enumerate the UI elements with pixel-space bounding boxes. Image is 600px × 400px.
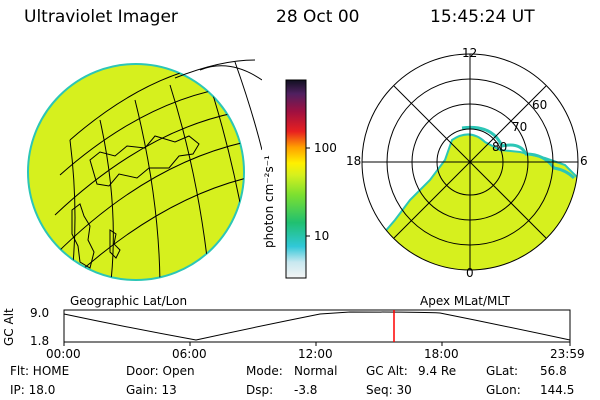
- door-status: Door: Open: [126, 364, 195, 378]
- dsp-value: -3.8: [294, 383, 318, 397]
- altitude-ytick-bottom: 1.8: [30, 334, 50, 348]
- sequence-value: Seq: 30: [366, 383, 412, 397]
- gc-alt-label: GC Alt:: [366, 364, 408, 378]
- polar-caption: Apex MLat/MLT: [420, 294, 510, 308]
- geographic-caption: Geographic Lat/Lon: [70, 294, 188, 308]
- altitude-ylabel: GC Alt: [2, 308, 16, 346]
- mode-label: Mode:: [246, 364, 283, 378]
- altitude-xtick-2: 12:00: [298, 347, 333, 361]
- glon-label: GLon:: [486, 383, 521, 397]
- gain-value: Gain: 13: [126, 383, 177, 397]
- time-label: 15:45:24 UT: [430, 7, 535, 27]
- mlat-label-80: 80: [492, 140, 508, 154]
- altitude-plot: [63, 309, 571, 346]
- glat-value: 56.8: [540, 364, 567, 378]
- glon-value: 144.5: [540, 383, 575, 397]
- altitude-xtick-4: 23:59: [550, 347, 585, 361]
- mlat-label-70: 70: [512, 120, 528, 134]
- colorbar-unit-label: photon cm⁻²s⁻¹: [262, 155, 276, 248]
- ip-value: IP: 18.0: [10, 383, 56, 397]
- mlat-label-60: 60: [532, 98, 548, 112]
- polar-plot: [361, 53, 579, 271]
- mlt-label-18: 18: [346, 154, 362, 168]
- gc-alt-value: 9.4 Re: [418, 364, 457, 378]
- mlt-label-6: 6: [580, 154, 588, 168]
- instrument-title: Ultraviolet Imager: [24, 7, 178, 27]
- colorbar-tick-10: 10: [314, 229, 330, 243]
- colorbar: [285, 79, 310, 279]
- flight-status: Flt: HOME: [10, 364, 70, 378]
- glat-label: GLat:: [486, 364, 519, 378]
- geographic-image: [27, 59, 262, 281]
- date-label: 28 Oct 00: [276, 7, 360, 27]
- altitude-ytick-top: 9.0: [30, 306, 50, 320]
- altitude-xtick-0: 00:00: [46, 347, 81, 361]
- colorbar-tick-100: 100: [314, 141, 337, 155]
- mode-value: Normal: [294, 364, 338, 378]
- mlt-label-12: 12: [462, 46, 478, 60]
- altitude-xtick-3: 18:00: [424, 347, 459, 361]
- dsp-label: Dsp:: [246, 383, 274, 397]
- altitude-xtick-1: 06:00: [172, 347, 207, 361]
- mlt-label-0: 0: [466, 266, 474, 280]
